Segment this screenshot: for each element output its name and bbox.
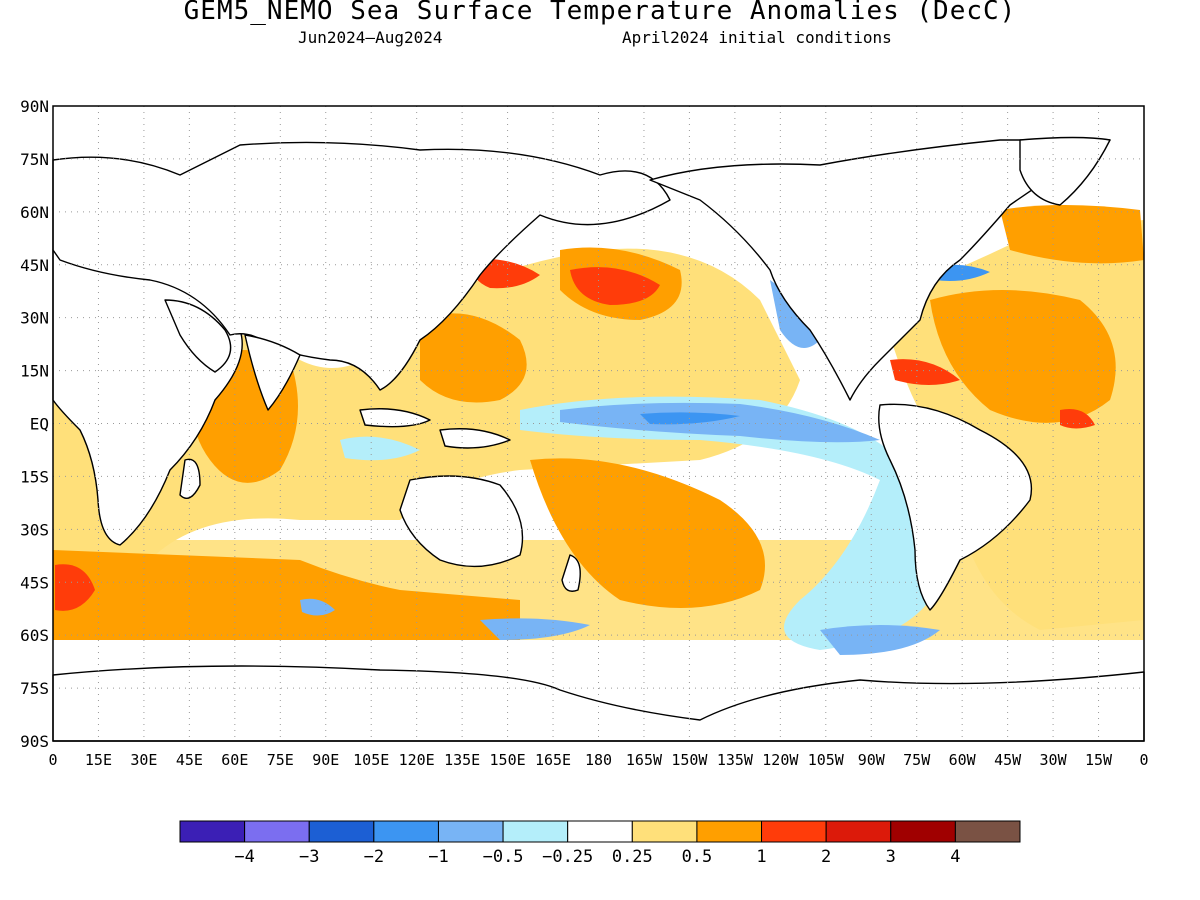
lon-tick-label: 15E — [85, 751, 112, 769]
lat-tick-label: 30N — [20, 309, 49, 328]
legend-swatch — [567, 820, 633, 843]
lon-tick-label: 105W — [808, 751, 845, 769]
lon-tick-label: 75E — [267, 751, 294, 769]
lat-tick-label: 90N — [20, 97, 49, 116]
legend-label: −1 — [428, 847, 448, 867]
legend-swatch — [631, 820, 698, 843]
lon-tick-label: 30W — [1040, 751, 1068, 769]
legend-swatch — [502, 820, 569, 843]
lon-tick-label: 15W — [1085, 751, 1113, 769]
legend-label: 0.5 — [682, 847, 713, 867]
legend-label: −0.25 — [542, 847, 593, 867]
map-title: GEM5_NEMO Sea Surface Temperature Anomal… — [183, 0, 1017, 26]
lat-tick-label: 90S — [20, 732, 49, 751]
legend-label: 0.25 — [612, 847, 653, 867]
lon-tick-label: 45W — [994, 751, 1022, 769]
legend-swatch — [954, 820, 1021, 843]
lon-tick-label: 180 — [585, 751, 612, 769]
lon-tick-label: 30E — [130, 751, 157, 769]
lat-tick-label: 45N — [20, 256, 49, 275]
lon-tick-label: 165W — [626, 751, 663, 769]
land-outlines — [52, 136, 1145, 742]
forecast-period: Jun2024—Aug2024 — [298, 28, 443, 47]
lat-tick-label: 75S — [20, 679, 49, 698]
legend-swatch — [179, 820, 246, 843]
lat-tick-label: 45S — [20, 573, 49, 592]
lon-tick-label: 90E — [312, 751, 339, 769]
legend-swatch — [437, 820, 504, 843]
lon-tick-label: 90W — [858, 751, 886, 769]
legend-label: −2 — [364, 847, 384, 867]
legend-label: 4 — [950, 847, 960, 867]
legend-label: 3 — [886, 847, 896, 867]
lon-tick-label: 60W — [949, 751, 977, 769]
lat-tick-label: 60N — [20, 203, 49, 222]
lat-tick-label: 60S — [20, 626, 49, 645]
legend-label: 2 — [821, 847, 831, 867]
lon-tick-label: 135E — [444, 751, 480, 769]
lon-tick-label: 75W — [903, 751, 931, 769]
legend-swatch — [373, 820, 439, 843]
legend-label: 1 — [756, 847, 766, 867]
legend-label: −4 — [234, 847, 254, 867]
lat-tick-label: 30S — [20, 520, 49, 539]
legend-swatch — [244, 820, 310, 843]
legend-swatch — [696, 820, 763, 843]
legend-swatch — [890, 820, 956, 843]
lon-tick-label: 150W — [671, 751, 708, 769]
lon-tick-label: 45E — [176, 751, 203, 769]
legend-swatch — [825, 820, 892, 843]
lat-tick-label: 15N — [20, 362, 49, 381]
lat-tick-label: 15S — [20, 467, 49, 486]
lat-tick-label: 75N — [20, 150, 49, 169]
legend-swatch — [761, 820, 827, 843]
legend-label: −0.5 — [483, 847, 524, 867]
lon-tick-label: 135W — [717, 751, 754, 769]
lon-tick-label: 120E — [399, 751, 435, 769]
lon-tick-label: 150E — [490, 751, 526, 769]
lat-tick-label: EQ — [30, 415, 49, 434]
initial-conditions: April2024 initial conditions — [622, 28, 892, 47]
map-frame — [52, 105, 1145, 742]
lon-tick-label: 105E — [353, 751, 389, 769]
legend-label: −3 — [299, 847, 319, 867]
legend-swatch — [308, 820, 375, 843]
lon-tick-label: 0 — [48, 751, 57, 769]
lon-tick-label: 60E — [221, 751, 248, 769]
lon-tick-label: 165E — [535, 751, 571, 769]
lon-tick-label: 0 — [1139, 751, 1148, 769]
lon-tick-label: 120W — [762, 751, 799, 769]
color-legend: −4 −3 −2 −1 −0.5 −0.25 0.25 0.5 1 2 3 4 — [179, 820, 1021, 867]
